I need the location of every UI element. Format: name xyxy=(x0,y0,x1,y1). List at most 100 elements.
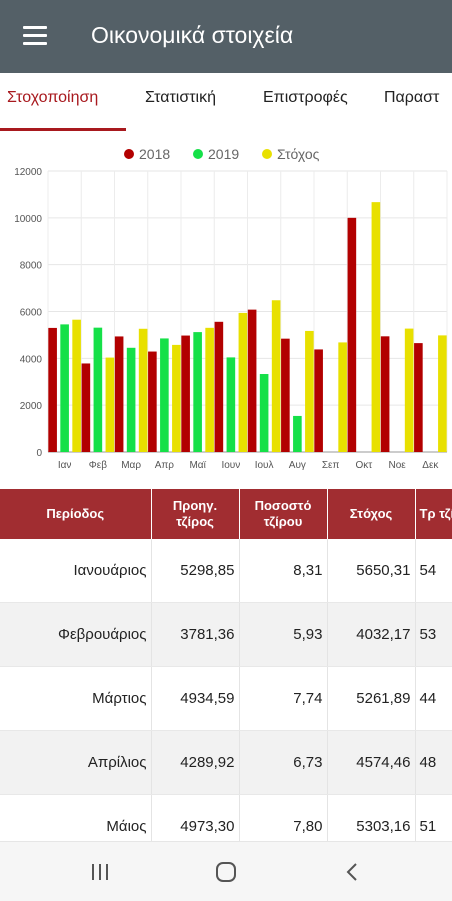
bar-στόχος-3 xyxy=(172,344,181,452)
tab-bar: Στοχοποίηση Στατιστική Επιστροφές Παραστ xyxy=(0,73,452,131)
bar-2019-7 xyxy=(293,415,302,452)
cell-target: 5261,89 xyxy=(327,666,416,731)
bar-2018-11 xyxy=(414,343,423,452)
bar-2019-4 xyxy=(193,332,202,452)
legend-marker xyxy=(193,149,203,159)
x-tick-label: Μαϊ xyxy=(189,460,206,471)
header-target[interactable]: Στόχος xyxy=(327,489,416,539)
y-tick-label: 0 xyxy=(36,448,42,459)
bar-2019-3 xyxy=(160,338,169,452)
table-row[interactable]: Μάιος 4973,30 7,80 5303,16 51 xyxy=(0,794,452,841)
x-tick-label: Απρ xyxy=(155,460,175,471)
data-table-container[interactable]: Περίοδος Προηγ. τζίρος Ποσοστό τζίρου Στ… xyxy=(0,489,452,841)
x-tick-label: Οκτ xyxy=(356,460,373,471)
legend-marker xyxy=(124,149,134,159)
cell-turnover-percent: 7,74 xyxy=(239,666,328,731)
active-tab-indicator xyxy=(0,128,126,131)
bar-στόχος-4 xyxy=(205,327,214,452)
y-tick-label: 8000 xyxy=(20,261,43,272)
app-title: Οικονομικά στοιχεία xyxy=(91,22,294,48)
home-icon[interactable] xyxy=(212,858,240,886)
tab-statistics[interactable]: Στατιστική xyxy=(145,89,216,106)
cell-period: Μάιος xyxy=(0,794,152,841)
legend-label: 2018 xyxy=(139,146,170,162)
cell-period: Ιανουάριος xyxy=(0,539,152,603)
tab-invoices[interactable]: Παραστ xyxy=(384,89,440,106)
bar-2019-2 xyxy=(126,347,136,452)
x-tick-label: Μαρ xyxy=(121,460,141,471)
bar-στόχος-11 xyxy=(438,335,447,452)
table-row[interactable]: Απρίλιος 4289,92 6,73 4574,46 48 xyxy=(0,730,452,795)
x-tick-label: Αυγ xyxy=(289,460,306,471)
bar-στόχος-8 xyxy=(338,342,347,452)
bar-2018-6 xyxy=(247,309,257,452)
x-tick-label: Ιουν xyxy=(221,460,240,471)
bar-2018-5 xyxy=(214,321,224,452)
cell-prev-turnover: 4973,30 xyxy=(151,794,240,841)
cell-prev-turnover: 3781,36 xyxy=(151,602,240,667)
table-row[interactable]: Φεβρουάριος 3781,36 5,93 4032,17 53 xyxy=(0,602,452,667)
x-tick-label: Δεκ xyxy=(422,460,439,471)
bar-2018-10 xyxy=(380,336,390,452)
cell-turnover-percent: 8,31 xyxy=(239,539,328,603)
cell-prev-turnover: 4289,92 xyxy=(151,730,240,795)
cell-period: Απρίλιος xyxy=(0,730,152,795)
bar-2018-3 xyxy=(148,351,157,452)
table-row[interactable]: Ιανουάριος 5298,85 8,31 5650,31 54 xyxy=(0,539,452,603)
cell-target: 5303,16 xyxy=(327,794,416,841)
back-icon[interactable] xyxy=(339,858,367,886)
cell-turnover-percent: 5,93 xyxy=(239,602,328,667)
header-turnover-percent[interactable]: Ποσοστό τζίρου xyxy=(239,489,328,539)
app-bar: Οικονομικά στοιχεία xyxy=(0,0,452,73)
bar-2019-0 xyxy=(60,324,69,452)
cell-current-turnover: 51 xyxy=(415,794,452,841)
bar-2018-7 xyxy=(281,338,290,452)
x-tick-label: Σεπ xyxy=(322,460,340,471)
bar-2019-1 xyxy=(93,327,103,452)
bar-2018-4 xyxy=(181,335,190,452)
y-tick-label: 10000 xyxy=(14,214,42,225)
bar-2019-5 xyxy=(226,357,236,452)
header-prev-turnover[interactable]: Προηγ. τζίρος xyxy=(151,489,240,539)
bar-στόχος-5 xyxy=(238,312,248,452)
bar-2018-0 xyxy=(48,327,57,452)
bar-2018-8 xyxy=(314,349,323,452)
tab-returns[interactable]: Επιστροφές xyxy=(263,89,348,106)
monthly-data-table: Περίοδος Προηγ. τζίρος Ποσοστό τζίρου Στ… xyxy=(0,489,452,841)
y-tick-label: 4000 xyxy=(20,354,43,365)
bar-στόχος-1 xyxy=(105,357,115,452)
bar-στόχος-0 xyxy=(72,319,81,452)
y-tick-label: 6000 xyxy=(20,308,43,319)
hamburger-menu-icon[interactable] xyxy=(23,26,47,46)
bar-στόχος-7 xyxy=(305,330,314,452)
x-tick-label: Φεβ xyxy=(89,460,107,471)
cell-turnover-percent: 6,73 xyxy=(239,730,328,795)
cell-target: 4574,46 xyxy=(327,730,416,795)
header-current-turnover[interactable]: Τρ τζί xyxy=(415,489,452,539)
table-header-row: Περίοδος Προηγ. τζίρος Ποσοστό τζίρου Στ… xyxy=(0,489,452,539)
system-nav-bar xyxy=(0,841,452,901)
cell-current-turnover: 48 xyxy=(415,730,452,795)
bar-2018-9 xyxy=(347,217,357,452)
header-period[interactable]: Περίοδος xyxy=(0,489,152,539)
cell-period: Φεβρουάριος xyxy=(0,602,152,667)
cell-current-turnover: 44 xyxy=(415,666,452,731)
table-row[interactable]: Μάρτιος 4934,59 7,74 5261,89 44 xyxy=(0,666,452,731)
recent-apps-icon[interactable] xyxy=(86,858,114,886)
cell-prev-turnover: 4934,59 xyxy=(151,666,240,731)
x-tick-label: Ιαν xyxy=(58,460,72,471)
tab-targeting[interactable]: Στοχοποίηση xyxy=(7,89,99,106)
legend-label: Στόχος xyxy=(277,146,320,162)
sales-target-bar-chart: 0 2000 4000 6000 8000 10000 12000 Ιαν Φεβ Μαρ Απρ Μ… xyxy=(14,146,448,471)
cell-current-turnover: 53 xyxy=(415,602,452,667)
cell-current-turnover: 54 xyxy=(415,539,452,603)
bar-στόχος-6 xyxy=(271,300,281,452)
legend-label: 2019 xyxy=(208,146,239,162)
bar-2019-6 xyxy=(259,374,269,452)
x-tick-label: Ιουλ xyxy=(255,460,274,471)
cell-period: Μάρτιος xyxy=(0,666,152,731)
bar-στόχος-10 xyxy=(404,328,414,452)
cell-turnover-percent: 7,80 xyxy=(239,794,328,841)
legend-marker xyxy=(262,149,272,159)
bar-2018-1 xyxy=(81,363,91,452)
